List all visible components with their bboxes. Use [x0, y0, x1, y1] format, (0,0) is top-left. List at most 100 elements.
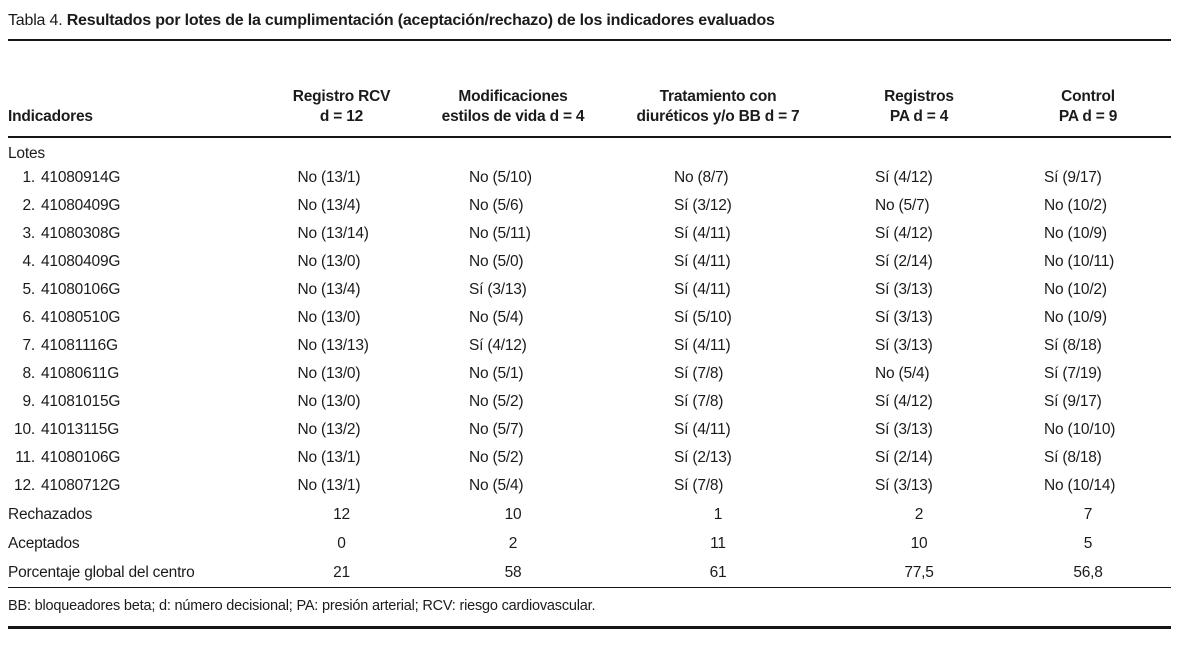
result-cell: Sí (3/13): [833, 304, 1005, 332]
group-row: Lotes: [8, 137, 1171, 164]
result-value: Sí (4/11): [674, 225, 731, 242]
summary-label: Aceptados: [8, 535, 80, 552]
header-registro-rcv: Registro RCV d = 12: [260, 41, 423, 138]
results-table: Indicadores Registro RCV d = 12 Modifica…: [8, 41, 1171, 588]
result-value: Sí (7/8): [674, 365, 724, 382]
result-cell: Sí (8/18): [1005, 444, 1171, 472]
result-value: No (10/9): [1044, 309, 1107, 326]
result-cell: Sí (9/17): [1005, 388, 1171, 416]
summary-value: 2: [914, 506, 924, 523]
summary-value: 21: [260, 558, 423, 588]
result-cell: No (5/0): [423, 248, 603, 276]
summary-value: 10: [910, 535, 928, 552]
result-cell: Sí (3/13): [833, 416, 1005, 444]
result-value: Sí (3/12): [674, 197, 732, 214]
result-value: No (5/0): [469, 253, 524, 270]
summary-value: 1: [713, 506, 723, 523]
result-value: No (13/0): [297, 365, 361, 382]
result-value: Sí (2/13): [674, 449, 732, 466]
result-cell: No (10/9): [1005, 220, 1171, 248]
result-cell: No (13/2): [260, 416, 423, 444]
summary-value: 77,5: [833, 558, 1005, 588]
lote-id: 41081015G: [41, 393, 121, 410]
lote-number: 10.: [14, 421, 35, 438]
result-value: No (10/9): [1044, 225, 1107, 242]
table-footnote: BB: bloqueadores beta; d: número decisio…: [8, 588, 1171, 629]
result-value: No (10/2): [1044, 281, 1107, 298]
lote-label: 7. 41081116G: [8, 332, 260, 360]
lote-label: 9. 41081015G: [8, 388, 260, 416]
result-value: Sí (9/17): [1044, 169, 1102, 186]
summary-value: 2: [508, 535, 518, 552]
result-value: Sí (8/18): [1044, 337, 1102, 354]
result-cell: Sí (2/14): [833, 444, 1005, 472]
result-cell: No (5/6): [423, 192, 603, 220]
lote-id: 41080106G: [41, 449, 121, 466]
lote-id: 41080510G: [41, 309, 121, 326]
result-cell: Sí (4/11): [603, 220, 833, 248]
result-cell: Sí (3/13): [423, 276, 603, 304]
result-cell: No (10/14): [1005, 472, 1171, 500]
result-cell: No (10/9): [1005, 304, 1171, 332]
result-cell: Sí (4/12): [833, 388, 1005, 416]
lote-number: 6.: [22, 309, 35, 326]
header-line: diuréticos y/o BB d = 7: [636, 108, 800, 125]
result-cell: No (10/10): [1005, 416, 1171, 444]
result-cell: Sí (7/19): [1005, 360, 1171, 388]
result-value: No (13/13): [297, 337, 369, 354]
table-row: 3. 41080308G No (13/14) No (5/11) Sí (4/11) S…: [8, 220, 1171, 248]
summary-row: Porcentaje global del centro 21 58 61 77,5 56…: [8, 558, 1171, 588]
result-cell: No (5/7): [833, 192, 1005, 220]
result-cell: Sí (4/12): [833, 220, 1005, 248]
result-cell: Sí (3/13): [833, 276, 1005, 304]
summary-value: 12: [333, 506, 350, 523]
result-value: No (8/7): [674, 169, 729, 186]
result-value: Sí (4/12): [469, 337, 527, 354]
result-cell: No (5/11): [423, 220, 603, 248]
summary-value: 7: [1083, 506, 1093, 523]
result-cell: No (5/4): [833, 360, 1005, 388]
result-cell: Sí (7/8): [603, 472, 833, 500]
result-cell: No (8/7): [603, 164, 833, 192]
table-row: 4. 41080409G No (13/0) No (5/0) Sí (4/11) Sí …: [8, 248, 1171, 276]
lote-id: 41013115G: [41, 421, 120, 438]
lote-number: 12.: [14, 477, 35, 494]
result-cell: No (13/4): [260, 276, 423, 304]
lote-label: 4. 41080409G: [8, 248, 260, 276]
header-line: Modificaciones: [458, 88, 568, 105]
lote-label: 3. 41080308G: [8, 220, 260, 248]
header-line: PA d = 9: [1058, 108, 1118, 125]
result-value: Sí (4/11): [674, 421, 731, 438]
result-cell: No (5/4): [423, 472, 603, 500]
lote-id: 41080409G: [41, 197, 121, 214]
result-cell: No (13/14): [260, 220, 423, 248]
group-label: Lotes: [8, 145, 45, 162]
header-indicadores: Indicadores: [8, 41, 260, 138]
table-row: 9. 41081015G No (13/0) No (5/2) Sí (7/8) Sí (…: [8, 388, 1171, 416]
result-value: No (5/4): [469, 309, 524, 326]
result-cell: No (13/0): [260, 248, 423, 276]
result-value: Sí (3/13): [469, 281, 527, 298]
lote-number: 9.: [22, 393, 35, 410]
result-cell: No (5/2): [423, 444, 603, 472]
result-value: Sí (9/17): [1044, 393, 1102, 410]
header-line: estilos de vida d = 4: [441, 108, 585, 125]
table-row: 10. 41013115G No (13/2) No (5/7) Sí (4/11) Sí…: [8, 416, 1171, 444]
header-line: Registro RCV: [292, 88, 391, 105]
result-value: No (5/4): [875, 365, 930, 382]
lote-label: 6. 41080510G: [8, 304, 260, 332]
result-cell: No (13/0): [260, 360, 423, 388]
result-value: Sí (3/13): [875, 281, 933, 298]
summary-value: 10: [504, 506, 522, 523]
result-value: Sí (3/13): [875, 421, 933, 438]
header-line: Registros: [884, 88, 954, 105]
lote-label: 2. 41080409G: [8, 192, 260, 220]
lote-number: 2.: [22, 197, 35, 214]
result-cell: Sí (4/12): [833, 164, 1005, 192]
lote-number: 1.: [22, 169, 35, 186]
result-cell: Sí (3/13): [833, 472, 1005, 500]
result-value: Sí (4/11): [674, 253, 731, 270]
result-value: No (13/0): [297, 253, 361, 270]
lote-label: 1. 41080914G: [8, 164, 260, 192]
result-cell: Sí (7/8): [603, 388, 833, 416]
